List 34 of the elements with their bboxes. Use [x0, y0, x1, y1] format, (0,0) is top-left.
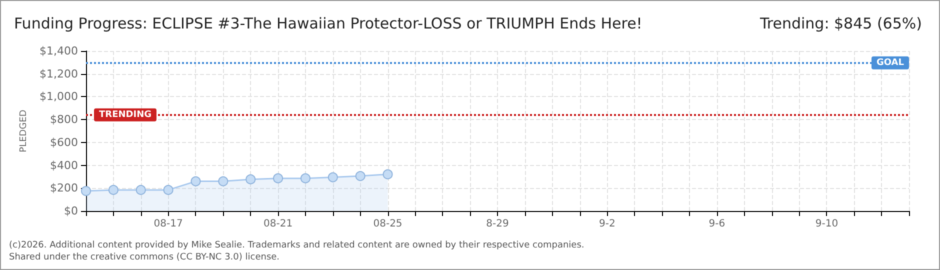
text: (c)2026. Additional content provided by Mike Sealie. Trademarks and related content are owned by their respective companies. [9, 240, 584, 250]
point [218, 176, 228, 186]
point [355, 171, 366, 182]
y-tick-label: $1,200 [40, 67, 78, 80]
point [300, 173, 310, 184]
point [328, 172, 338, 182]
x-tick-label: 08-17 [154, 218, 183, 230]
x-tick-label: 9-6 [708, 218, 726, 230]
y-tick-label: $1,400 [40, 44, 78, 58]
x-tick-label: 08-21 [264, 218, 293, 230]
y-tick-label: $0 [64, 204, 78, 218]
point [246, 174, 256, 184]
x-tick-label: 9-10 [815, 218, 838, 230]
chart-subtitle: Trending: $845 (65%) [758, 14, 922, 32]
y-tick-label: $600 [50, 136, 78, 149]
point [108, 184, 118, 195]
x-tick-label: 8-29 [486, 218, 509, 230]
point [273, 173, 284, 184]
y-tick-label: $400 [50, 158, 78, 172]
x-tick-label: 08-25 [373, 218, 402, 230]
point [163, 184, 174, 195]
chart-title: Funding Progress: ECLIPSE #3-The Hawaiian Protector-LOSS or TRIUMPH Ends Here! [14, 14, 642, 32]
y-tick-label: $200 [50, 182, 78, 195]
x-tick-label: 9-2 [599, 218, 616, 230]
point [190, 176, 201, 186]
point [382, 169, 393, 180]
point [81, 186, 91, 196]
ref-line-label: GOAL [876, 58, 904, 68]
y-axis-title: PLEDGED [19, 110, 30, 152]
point [136, 184, 146, 195]
y-tick-label: $800 [50, 113, 78, 126]
ref-line-label: TRENDING [99, 110, 152, 120]
y-tick-label: $1,000 [40, 90, 78, 104]
text: Shared under the creative commons (CC BY-NC 3.0) license. [9, 252, 280, 262]
